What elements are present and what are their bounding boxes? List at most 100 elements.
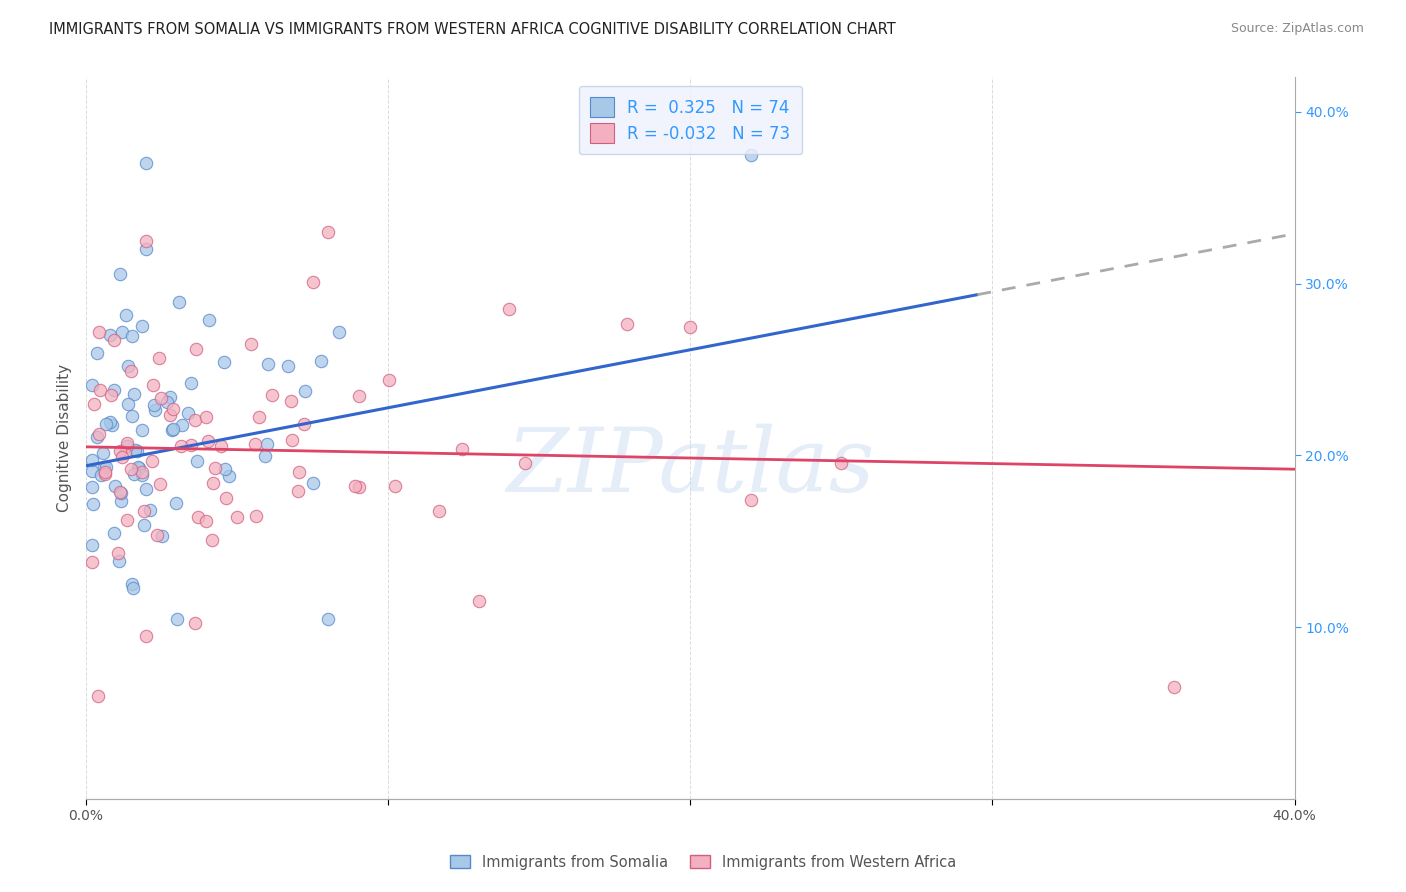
Point [107,546,129,560]
Point [82,378,104,392]
Point [110,485,132,500]
Point [166,612,188,626]
Point [82,556,104,570]
Point [468,594,491,608]
Point [110,493,132,508]
Point [142,378,165,392]
Point [429,504,451,518]
Point [679,319,702,334]
Point [212,354,235,368]
Point [115,439,138,453]
Point [281,434,304,448]
Point [180,438,202,452]
Point [100,388,122,402]
Point [149,477,172,491]
Point [100,415,122,429]
Point [124,467,146,482]
Point [316,225,339,239]
Point [98,328,121,343]
Point [156,395,179,409]
Point [214,462,236,476]
Point [103,333,125,347]
Point [170,417,193,432]
Point [125,444,148,458]
Point [86,346,108,360]
Point [198,313,221,327]
Point [96,417,118,431]
Point [277,359,299,373]
Point [240,337,263,351]
Point [384,479,406,493]
Point [114,446,136,460]
Point [184,615,207,630]
Point [309,353,332,368]
Point [110,484,132,499]
Point [177,405,200,419]
Point [160,424,183,438]
Point [830,456,852,470]
Point [142,398,165,412]
Point [450,442,472,456]
Text: Source: ZipAtlas.com: Source: ZipAtlas.com [1230,22,1364,36]
Point [169,295,191,310]
Point [740,493,762,508]
Point [256,357,278,371]
Point [197,434,219,448]
Text: IMMIGRANTS FROM SOMALIA VS IMMIGRANTS FROM WESTERN AFRICA COGNITIVE DISABILITY C: IMMIGRANTS FROM SOMALIA VS IMMIGRANTS FR… [49,22,896,37]
Point [122,581,145,595]
Point [117,396,139,410]
Point [186,453,208,467]
Point [195,514,218,528]
Point [294,384,316,398]
Point [169,439,191,453]
Point [253,449,276,463]
Point [103,479,125,493]
Point [93,459,115,474]
Point [135,156,157,170]
Point [498,302,520,317]
Point [110,267,132,281]
Point [94,467,117,482]
Point [141,454,163,468]
Point [218,468,240,483]
Point [89,383,111,397]
Point [121,409,143,424]
Point [256,436,278,450]
Point [115,436,138,450]
Point [150,391,173,405]
Point [347,479,370,493]
Point [83,397,105,411]
Point [128,461,150,475]
Point [288,466,311,480]
Point [120,364,142,378]
Point [301,476,323,491]
Point [134,518,156,533]
Point [82,497,104,511]
Point [111,450,134,465]
Point [89,325,111,339]
Point [94,465,117,479]
Point [90,467,112,482]
Point [103,383,125,397]
Point [225,509,247,524]
Point [131,467,153,482]
Point [146,528,169,542]
Point [159,390,181,404]
Point [134,504,156,518]
Point [122,387,145,401]
Legend: R =  0.325   N = 74, R = -0.032   N = 73: R = 0.325 N = 74, R = -0.032 N = 73 [579,86,801,154]
Point [165,496,187,510]
Point [159,408,181,422]
Point [87,689,110,703]
Point [378,373,401,387]
Point [247,410,270,425]
Point [121,577,143,591]
Point [100,417,122,432]
Point [245,508,267,523]
Point [184,343,207,357]
Point [316,612,339,626]
Point [302,275,325,289]
Point [131,465,153,479]
Point [214,491,236,505]
Point [139,503,162,517]
